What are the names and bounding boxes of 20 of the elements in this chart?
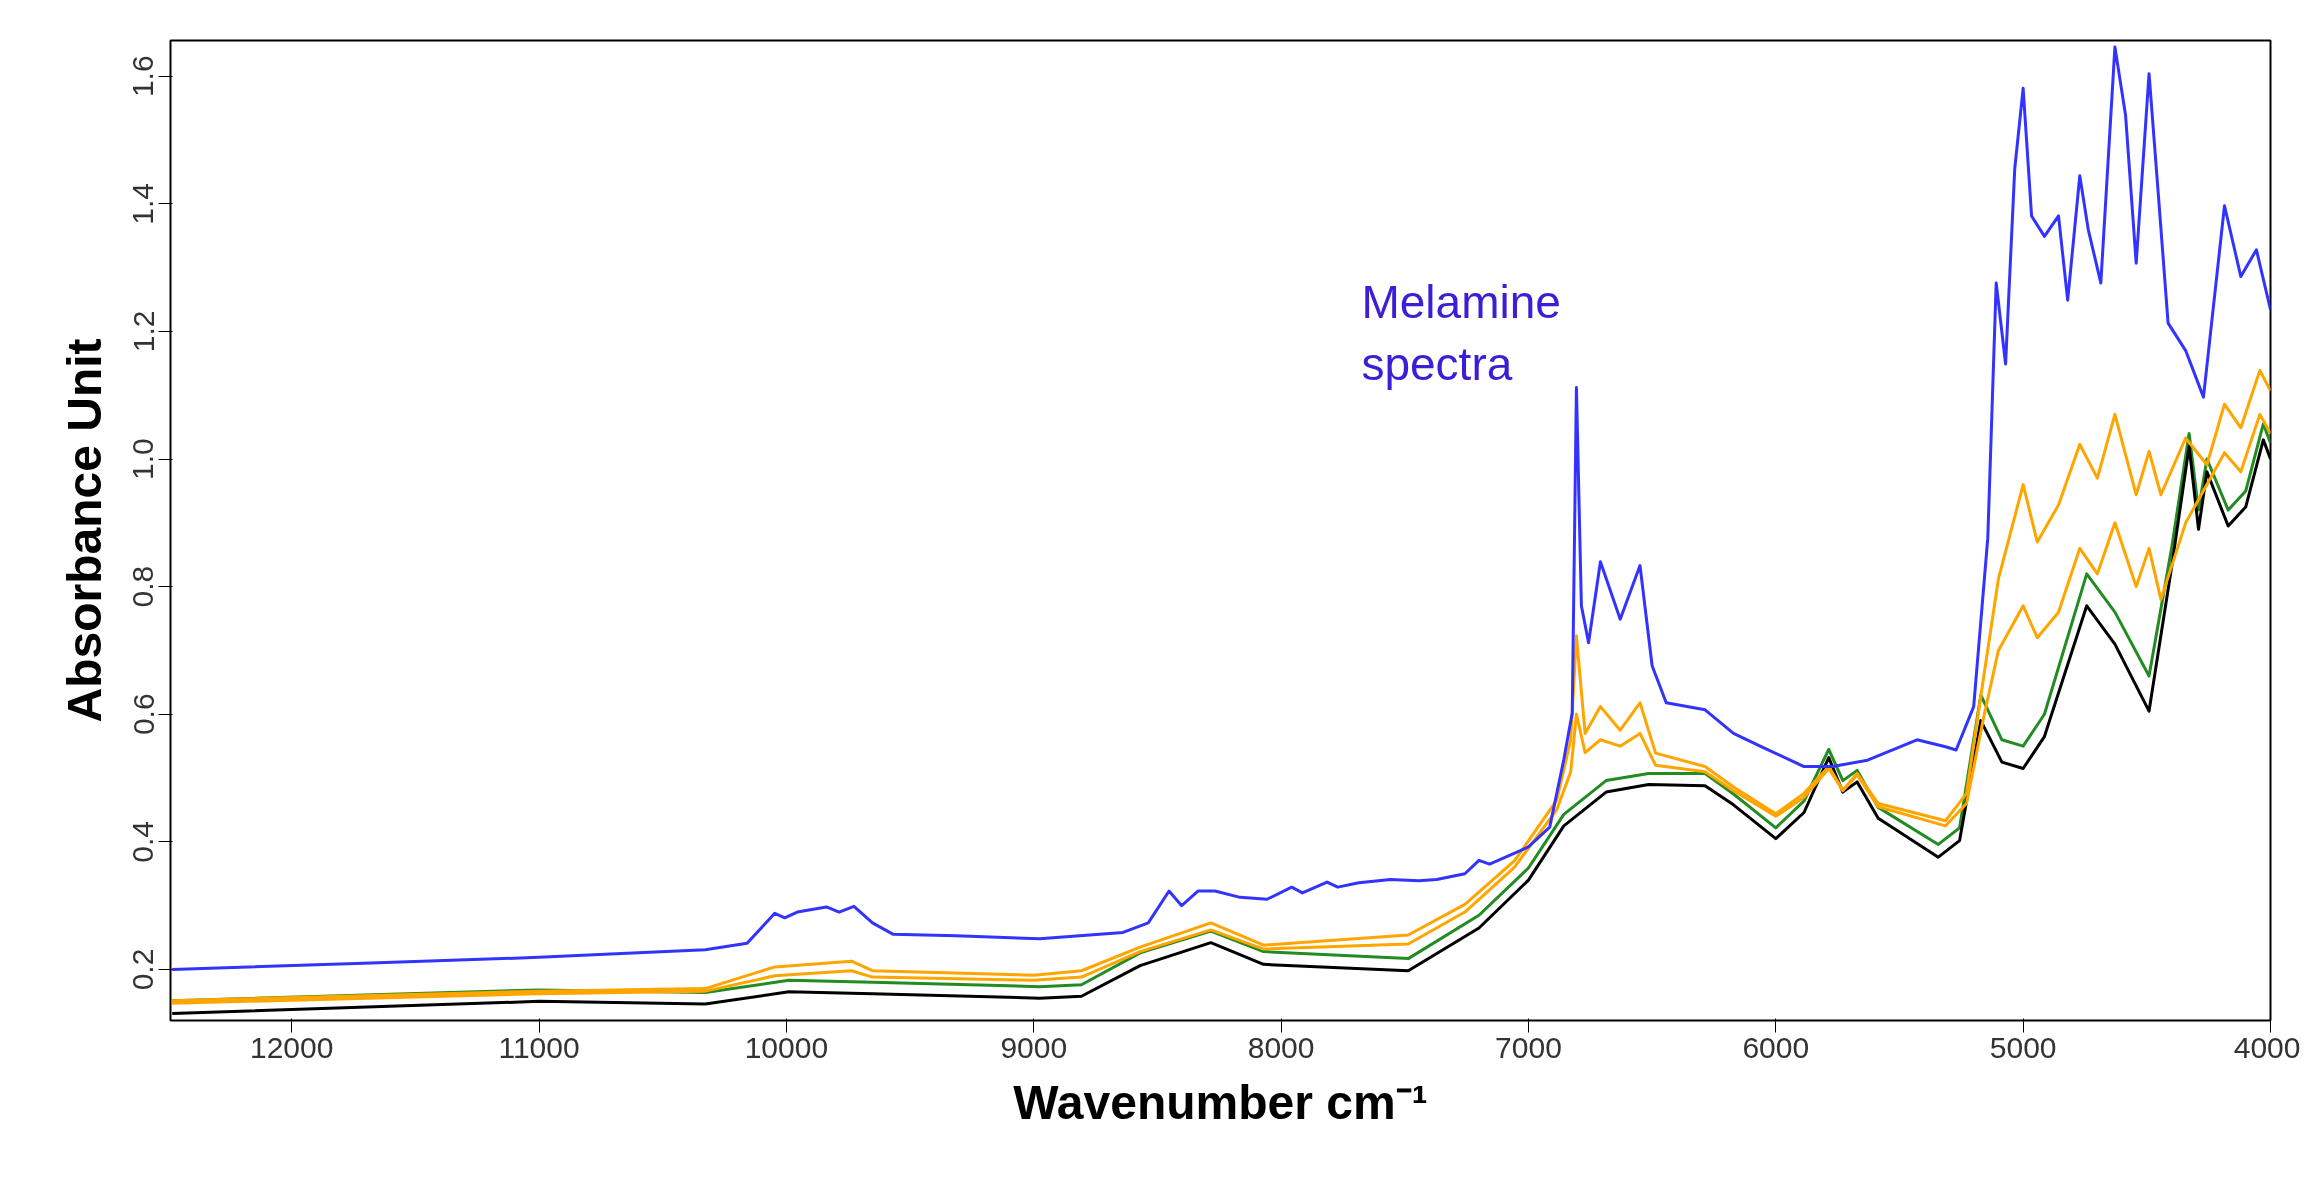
y-tick-label: 0.2	[126, 948, 160, 991]
y-tick-label: 0.8	[126, 565, 160, 608]
x-tick-label: 7000	[1495, 1030, 1562, 1064]
x-axis-title: Wavenumber cm⁻¹	[1013, 1075, 1428, 1129]
y-tick-label: 0.4	[126, 820, 160, 863]
y-tick-label: 0.6	[126, 693, 160, 736]
y-tick-label: 1.0	[126, 438, 160, 480]
y-axis-title: Absorbance Unit	[57, 338, 111, 723]
x-tick-label: 5000	[1989, 1030, 2057, 1064]
x-tick-label: 6000	[1742, 1030, 1810, 1064]
x-tick-label: 8000	[1247, 1030, 1315, 1064]
x-tick-label: 9000	[1000, 1030, 1068, 1064]
x-tick-label: 12000	[249, 1030, 334, 1064]
y-tick-label: 1.2	[126, 310, 160, 353]
x-tick-label: 11000	[498, 1030, 580, 1064]
x-tick-label: 4000	[2233, 1030, 2301, 1064]
y-tick-label: 1.6	[126, 55, 160, 98]
x-tick-label: 10000	[744, 1030, 829, 1064]
annotation: Melamine spectra	[1361, 275, 1561, 390]
y-tick-label: 1.4	[126, 182, 160, 225]
